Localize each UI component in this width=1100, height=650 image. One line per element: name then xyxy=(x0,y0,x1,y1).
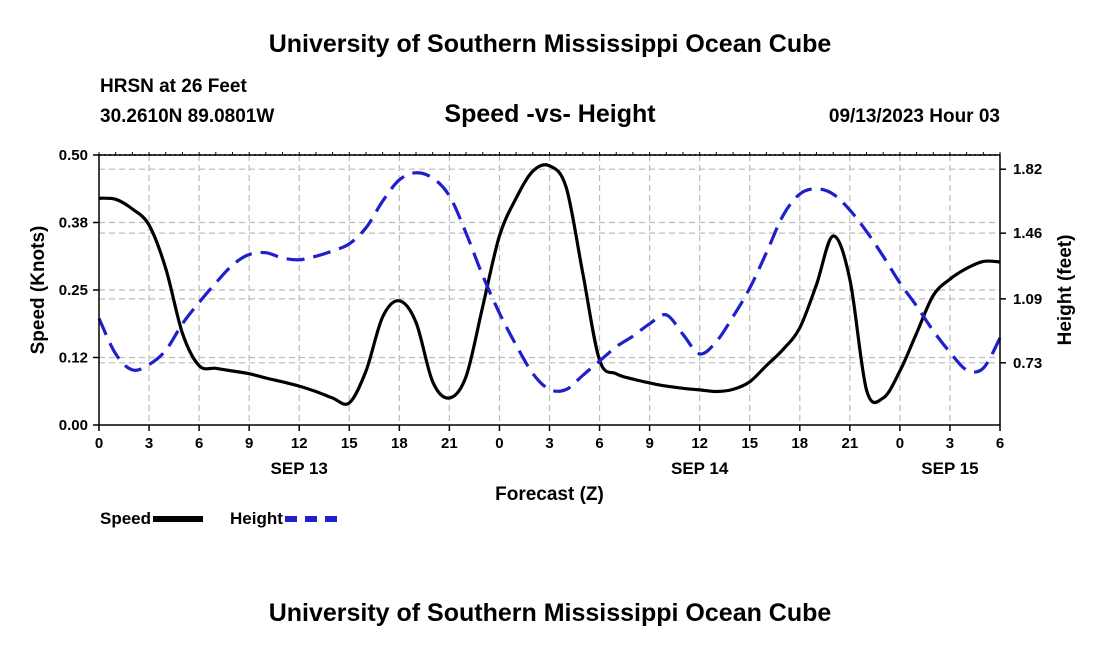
x-axis-label: Forecast (Z) xyxy=(495,484,604,505)
legend-height-swatch xyxy=(284,516,337,522)
date-label: SEP 14 xyxy=(671,459,729,478)
y2-tick-label: 1.09 xyxy=(1013,291,1042,308)
y-tick-label: 0.25 xyxy=(59,282,88,299)
chart-grid xyxy=(99,155,1000,425)
y2-tick-label: 1.46 xyxy=(1013,225,1042,242)
x-tick-label: 9 xyxy=(245,435,253,452)
x-tick-label: 15 xyxy=(341,435,358,452)
chart-series xyxy=(97,163,1002,406)
x-tick-label: 3 xyxy=(545,435,553,452)
legend-speed-label: Speed xyxy=(100,509,152,528)
speed-series-line xyxy=(98,163,1001,406)
footer-title: University of Southern Mississippi Ocean… xyxy=(268,599,832,627)
date-label: SEP 15 xyxy=(921,459,978,478)
x-tick-label: 21 xyxy=(841,435,858,452)
y2-tick-label: 0.73 xyxy=(1013,355,1042,372)
x-tick-label: 12 xyxy=(691,435,708,452)
x-tick-label: 21 xyxy=(441,435,458,452)
page-title: University of Southern Mississippi Ocean… xyxy=(268,30,832,58)
date-label: SEP 13 xyxy=(271,459,328,478)
x-tick-label: 18 xyxy=(391,435,408,452)
x-tick-label: 12 xyxy=(291,435,308,452)
x-tick-label: 9 xyxy=(645,435,653,452)
y-tick-label: 0.50 xyxy=(59,147,88,164)
x-tick-label: 18 xyxy=(791,435,808,452)
x-tick-label: 6 xyxy=(195,435,203,452)
x-tick-label: 15 xyxy=(741,435,758,452)
y-tick-label: 0.12 xyxy=(59,350,88,367)
y-tick-label: 0.38 xyxy=(59,215,88,232)
legend-speed: Speed xyxy=(100,509,204,529)
y-tick-label: 0.00 xyxy=(59,417,88,434)
legend-speed-swatch xyxy=(153,516,204,522)
legend-height-label: Height xyxy=(230,509,283,528)
coordinates-label: 30.2610N 89.0801W xyxy=(100,106,275,127)
legend-height: Height xyxy=(230,509,337,529)
x-tick-label: 0 xyxy=(896,435,904,452)
y2-axis-label: Height (feet) xyxy=(1055,235,1076,346)
x-tick-label: 0 xyxy=(95,435,103,452)
y2-tick-label: 1.82 xyxy=(1013,161,1042,178)
x-tick-label: 3 xyxy=(145,435,153,452)
x-tick-label: 6 xyxy=(996,435,1004,452)
x-tick-label: 3 xyxy=(946,435,954,452)
station-label: HRSN at 26 Feet xyxy=(100,76,247,97)
y-axis-label: Speed (Knots) xyxy=(28,226,49,355)
height-series-line xyxy=(97,171,1002,393)
x-tick-label: 6 xyxy=(595,435,603,452)
chart-axes: 0 3 6 9 12 15 18 21 0 3 6 9 12 15 18 21 0 3 6 SEP 13 SEP 14 S… xyxy=(59,147,1042,478)
datetime-label: 09/13/2023 Hour 03 xyxy=(828,106,1000,127)
x-tick-label: 0 xyxy=(495,435,503,452)
chart-title: Speed -vs- Height xyxy=(444,100,656,128)
